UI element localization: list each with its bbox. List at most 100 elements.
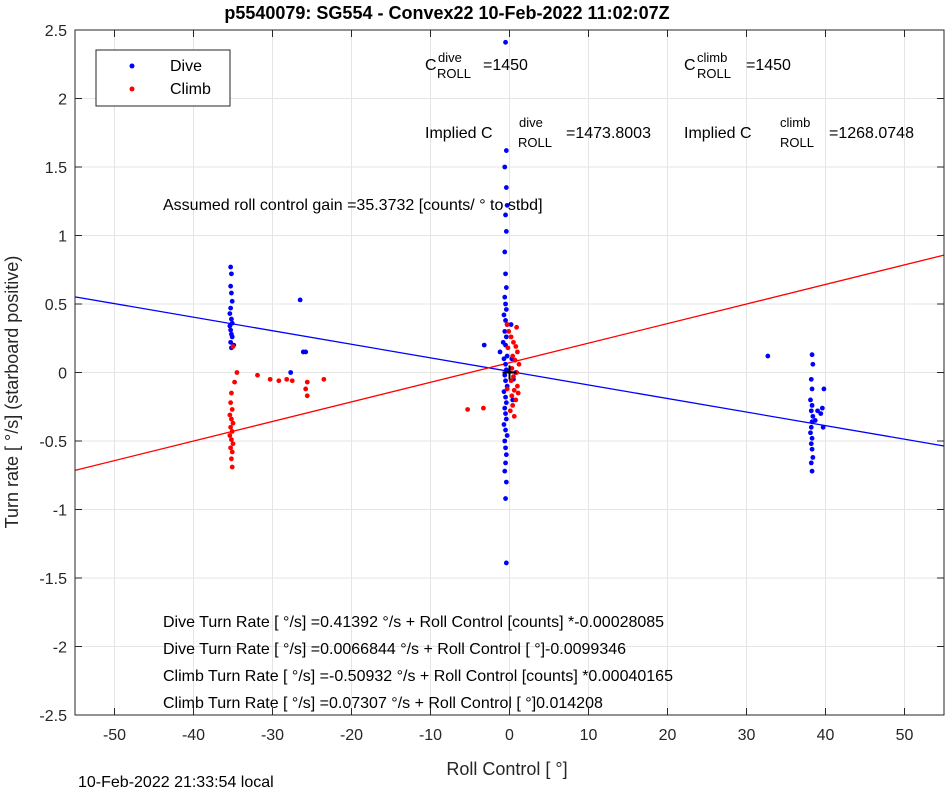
data-point xyxy=(809,446,815,452)
data-point xyxy=(465,407,471,412)
y-tick-label: 1 xyxy=(58,229,67,246)
data-point xyxy=(501,312,507,318)
data-point xyxy=(809,435,815,441)
y-tick-label: 1.5 xyxy=(45,160,67,177)
legend-label-dive: Dive xyxy=(170,58,202,75)
annotation-c-climb: C climb ROLL =1450 xyxy=(684,50,791,81)
svg-text:C: C xyxy=(684,57,696,74)
x-tick-label: 50 xyxy=(896,727,914,744)
data-point xyxy=(808,397,813,403)
data-point xyxy=(230,441,236,447)
data-point xyxy=(503,185,509,190)
data-point xyxy=(503,361,508,367)
data-point xyxy=(503,378,508,384)
data-point xyxy=(820,424,826,430)
data-point xyxy=(504,322,510,327)
data-point xyxy=(229,429,235,434)
data-point xyxy=(289,378,295,384)
data-points xyxy=(227,39,827,566)
data-point xyxy=(288,370,294,375)
data-point xyxy=(503,427,508,433)
y-axis-label: Turn rate [ °/s] (starboard positive) xyxy=(2,256,22,529)
data-point xyxy=(228,400,234,406)
data-point xyxy=(230,420,236,426)
data-point xyxy=(809,468,815,474)
data-point xyxy=(815,408,820,414)
footer-timestamp: 10-Feb-2022 21:33:54 local xyxy=(78,774,274,791)
legend-marker-climb xyxy=(129,86,135,92)
data-point xyxy=(304,379,310,385)
data-point xyxy=(810,413,816,419)
svg-text:=1450: =1450 xyxy=(746,57,791,74)
data-point xyxy=(228,445,234,451)
data-point xyxy=(810,455,816,460)
data-point xyxy=(513,397,519,403)
data-point xyxy=(508,378,514,384)
data-point xyxy=(228,283,234,289)
data-point xyxy=(512,357,518,363)
legend-box xyxy=(95,49,231,107)
data-point xyxy=(481,405,486,411)
data-point xyxy=(229,437,234,443)
data-point xyxy=(809,386,815,392)
data-point xyxy=(503,318,508,323)
data-point xyxy=(276,378,282,384)
data-point xyxy=(821,386,827,392)
x-tick-label: -20 xyxy=(340,727,363,744)
data-point xyxy=(505,345,511,351)
y-tick-label: -0.5 xyxy=(39,434,67,451)
data-point xyxy=(808,376,814,382)
data-point xyxy=(501,389,507,395)
data-point xyxy=(812,418,818,423)
data-point xyxy=(229,271,234,277)
x-axis-label: Roll Control [ °] xyxy=(446,759,567,779)
data-point xyxy=(228,424,234,430)
svg-text:=1268.0748: =1268.0748 xyxy=(829,125,914,142)
svg-text:=1450: =1450 xyxy=(483,57,528,74)
svg-text:=1473.8003: =1473.8003 xyxy=(566,125,651,142)
data-point xyxy=(503,445,508,451)
data-point xyxy=(229,316,234,322)
data-point xyxy=(808,441,814,447)
data-point xyxy=(809,352,815,358)
data-point xyxy=(508,334,514,340)
data-point xyxy=(303,386,309,392)
legend: Dive Climb xyxy=(95,49,231,107)
data-point xyxy=(503,416,509,422)
center-marker xyxy=(502,365,517,380)
svg-text:Implied C: Implied C xyxy=(684,125,752,142)
data-point xyxy=(511,413,517,419)
data-point xyxy=(511,387,517,393)
data-point xyxy=(321,376,327,382)
data-point xyxy=(502,372,508,378)
data-point xyxy=(502,294,508,300)
y-tick-label: 2 xyxy=(58,92,67,109)
data-point xyxy=(503,334,509,340)
ticks: -50 -40 -30 -20 -10 0 10 20 30 40 50-2.5-2-1.5-1-0… xyxy=(39,23,944,744)
y-tick-label: -1.5 xyxy=(39,571,67,588)
svg-text:climb: climb xyxy=(697,50,727,65)
data-point xyxy=(515,383,520,389)
annotation-gain: Assumed roll control gain =35.3732 [coun… xyxy=(163,197,543,214)
data-point xyxy=(229,334,235,340)
svg-text:ROLL: ROLL xyxy=(437,66,471,81)
data-point xyxy=(255,372,260,378)
fit-equation-climb-counts: Climb Turn Rate [ °/s] =-0.50932 °/s + R… xyxy=(163,668,673,685)
chart-title: p5540079: SG554 - Convex22 10-Feb-2022 1… xyxy=(224,3,669,23)
data-point xyxy=(503,560,509,566)
data-point xyxy=(267,376,273,382)
data-point xyxy=(515,390,521,396)
data-point xyxy=(503,479,509,485)
data-point xyxy=(230,344,236,349)
data-point xyxy=(503,271,508,277)
data-point xyxy=(503,285,509,290)
legend-marker-dive xyxy=(129,63,135,69)
data-point xyxy=(510,353,516,359)
svg-text:climb: climb xyxy=(780,115,810,130)
data-point xyxy=(819,405,825,411)
fit-line xyxy=(74,254,945,472)
fit-equation-dive-counts: Dive Turn Rate [ °/s] =0.41392 °/s + Rol… xyxy=(163,614,664,631)
data-point xyxy=(503,460,508,466)
data-point xyxy=(503,148,509,153)
annotation-implied-dive: Implied C dive ROLL =1473.8003 xyxy=(425,115,651,150)
